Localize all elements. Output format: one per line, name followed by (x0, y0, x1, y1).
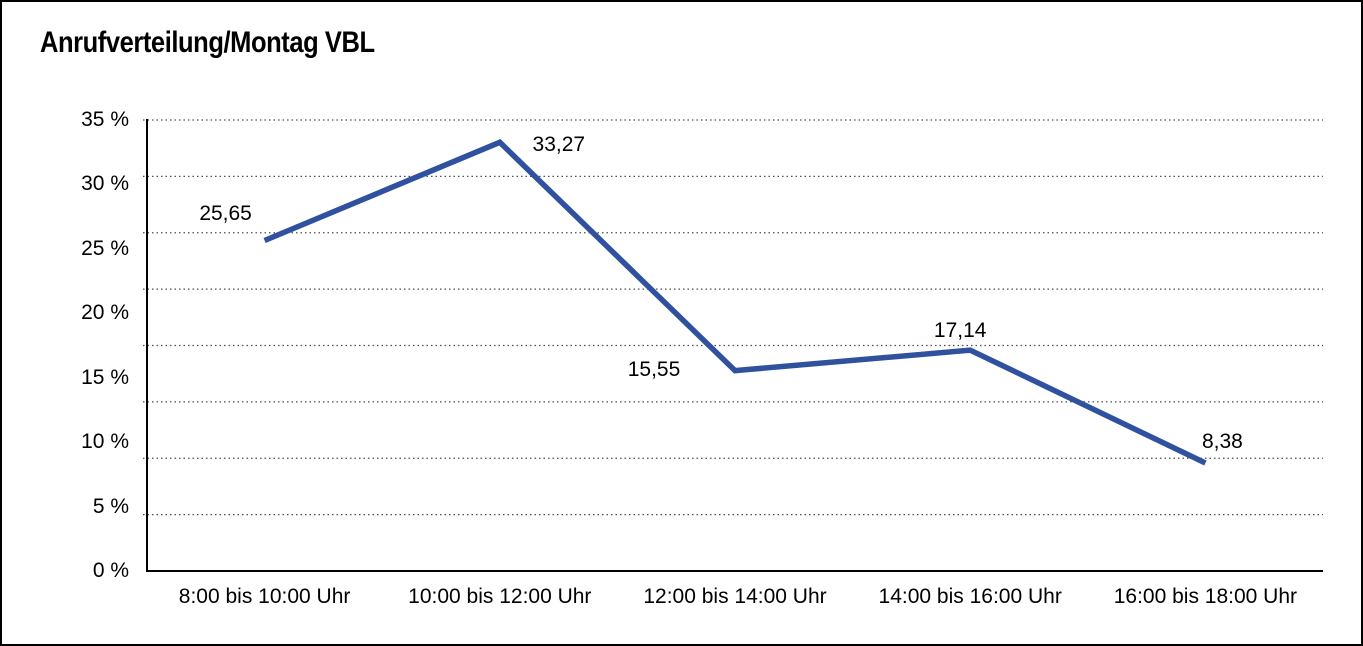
y-axis-tick-label: 5 % (92, 494, 129, 518)
y-axis-tick-label: 30 % (81, 172, 129, 196)
y-axis-tick-label: 20 % (81, 301, 129, 325)
x-axis-category-label: 14:00 bis 16:00 Uhr (878, 585, 1062, 608)
data-point-label: 15,55 (627, 357, 681, 381)
x-axis-category-label: 16:00 bis 18:00 Uhr (1113, 585, 1298, 608)
x-axis-category-label: 12:00 bis 14:00 Uhr (643, 585, 827, 608)
y-axis-tick-label: 25 % (81, 236, 129, 260)
data-point-label: 8,38 (1201, 430, 1243, 454)
data-point-label: 25,65 (199, 202, 252, 226)
series-line (263, 139, 1207, 466)
y-axis-tick-label: 10 % (81, 430, 129, 454)
x-axis-category-label: 10:00 bis 12:00 Uhr (408, 585, 592, 608)
y-axis-tick-label: 15 % (81, 365, 129, 389)
y-axis-tick-label: 35 % (81, 108, 129, 131)
x-axis-category-label: 8:00 bis 10:00 Uhr (178, 585, 351, 608)
y-axis-tick-label: 0 % (92, 559, 129, 582)
data-point-label: 33,27 (532, 133, 586, 157)
chart-title: Anrufverteilung/Montag VBL (40, 26, 375, 59)
data-point-label: 17,14 (933, 319, 987, 343)
